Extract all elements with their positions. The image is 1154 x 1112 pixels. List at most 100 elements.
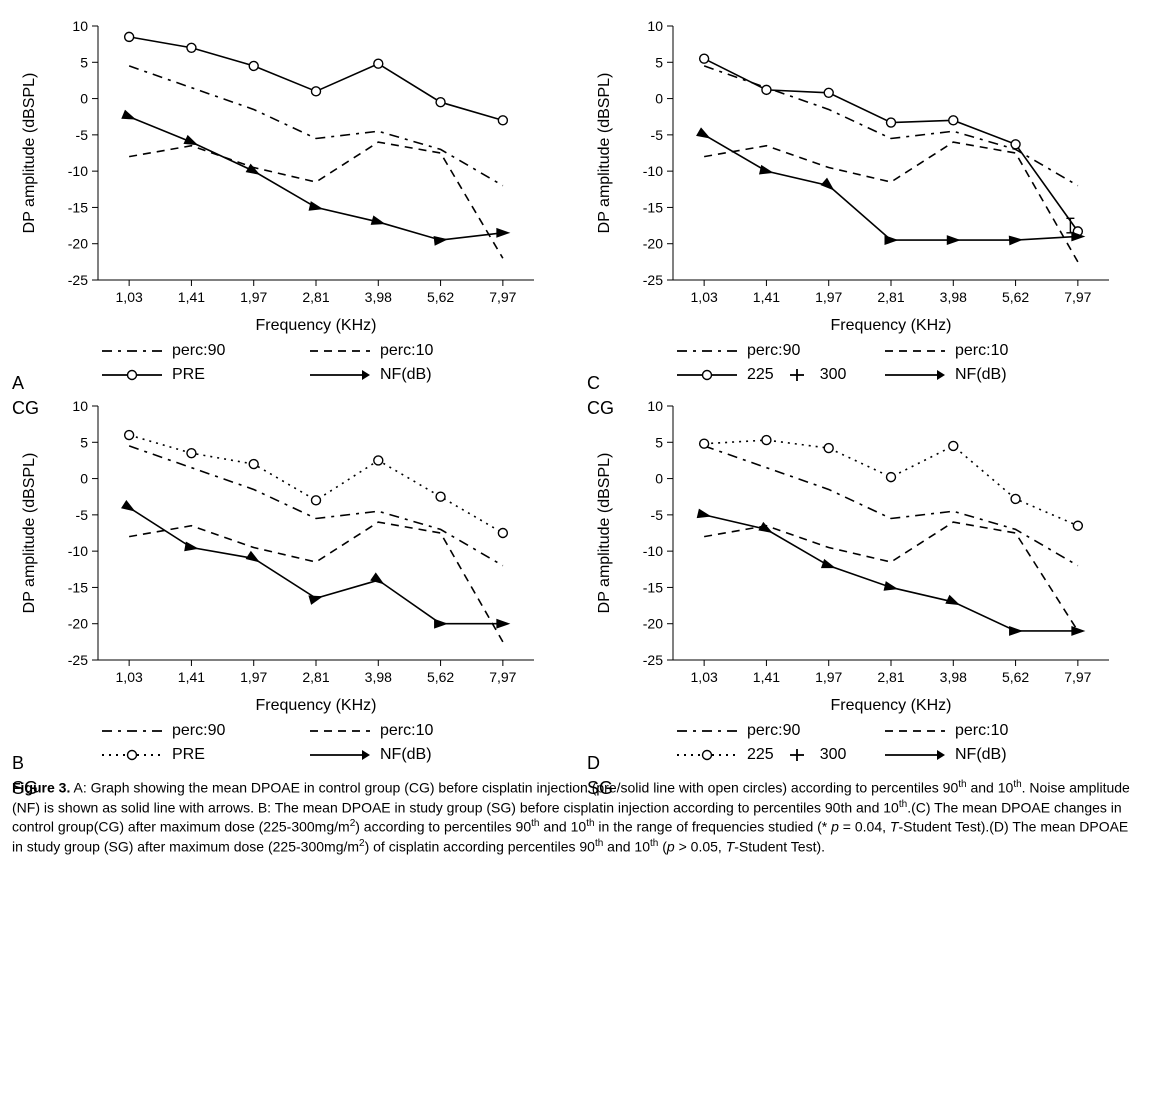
legend-item: PRE — [100, 366, 300, 384]
legend-item: perc:10 — [883, 722, 1083, 740]
legend-item: perc:10 — [308, 342, 508, 360]
svg-text:1,03: 1,03 — [116, 669, 143, 685]
svg-text:Frequency (KHz): Frequency (KHz) — [256, 317, 377, 334]
marker-circle — [374, 456, 383, 465]
legend-item: PRE — [100, 746, 300, 764]
svg-text:0: 0 — [655, 471, 663, 487]
caption-text: A: Graph showing the mean DPOAE in contr… — [70, 780, 958, 796]
legend-item: perc:10 — [883, 342, 1083, 360]
legend-label: 300 — [820, 366, 847, 384]
series-nf — [704, 515, 1078, 631]
marker-circle — [125, 431, 134, 440]
marker-circle — [887, 473, 896, 482]
panel-B: -25-20-15-10-505101,031,411,972,813,985,… — [12, 392, 567, 764]
svg-text:5,62: 5,62 — [1002, 669, 1029, 685]
series-main — [704, 440, 1078, 526]
caption-text: ) of cisplatin according percentiles 90 — [365, 838, 595, 854]
svg-text:-5: -5 — [76, 507, 89, 523]
svg-text:1,03: 1,03 — [691, 289, 718, 305]
legend-item: perc:90 — [675, 722, 875, 740]
svg-text:0: 0 — [655, 91, 663, 107]
chart-C: -25-20-15-10-505101,031,411,972,813,985,… — [587, 12, 1127, 342]
svg-text:1,03: 1,03 — [116, 289, 143, 305]
svg-text:2,81: 2,81 — [877, 669, 904, 685]
marker-circle — [249, 61, 258, 70]
legend-swatch-icon — [308, 746, 372, 764]
marker-arrow-icon — [946, 596, 960, 609]
marker-circle — [498, 116, 507, 125]
svg-text:-10: -10 — [643, 163, 663, 179]
svg-text:-5: -5 — [651, 507, 664, 523]
marker-circle — [498, 529, 507, 538]
svg-text:-15: -15 — [643, 579, 663, 595]
legend-label: 300 — [820, 746, 847, 764]
svg-text:2,81: 2,81 — [302, 289, 329, 305]
legend-item: NF(dB) — [308, 366, 508, 384]
svg-text:DP amplitude (dBSPL): DP amplitude (dBSPL) — [21, 453, 38, 614]
svg-text:1,97: 1,97 — [815, 669, 842, 685]
marker-arrow-icon — [697, 128, 712, 141]
marker-arrow-icon — [1072, 627, 1084, 635]
svg-text:DP amplitude (dBSPL): DP amplitude (dBSPL) — [596, 73, 613, 234]
series-main — [129, 37, 503, 120]
svg-text:3,98: 3,98 — [365, 289, 392, 305]
svg-text:5,62: 5,62 — [427, 289, 454, 305]
legend-swatch-icon — [675, 342, 739, 360]
svg-text:1,97: 1,97 — [240, 289, 267, 305]
legend-label: PRE — [172, 746, 205, 764]
marker-circle — [436, 492, 445, 501]
svg-text:Frequency (KHz): Frequency (KHz) — [256, 697, 377, 714]
marker-arrow-icon — [371, 573, 386, 587]
svg-text:DP amplitude (dBSPL): DP amplitude (dBSPL) — [21, 73, 38, 234]
figure-grid: -25-20-15-10-505101,031,411,972,813,985,… — [12, 12, 1142, 764]
caption-sup: th — [958, 779, 966, 790]
legend-swatch-icon — [675, 746, 739, 764]
panel-letter: B — [12, 751, 38, 775]
marker-circle — [1011, 140, 1020, 149]
marker-circle — [824, 88, 833, 97]
legend-swatch-icon — [883, 746, 947, 764]
svg-text:DP amplitude (dBSPL): DP amplitude (dBSPL) — [596, 453, 613, 614]
panel-A: -25-20-15-10-505101,031,411,972,813,985,… — [12, 12, 567, 384]
series-nf — [129, 117, 503, 240]
legend-swatch-icon — [100, 366, 164, 384]
legend-item: perc:90 — [100, 342, 300, 360]
panel-label: BSG — [12, 751, 38, 800]
svg-text:-10: -10 — [68, 163, 88, 179]
marker-circle — [700, 54, 709, 63]
svg-text:1,41: 1,41 — [178, 669, 205, 685]
svg-text:0: 0 — [80, 91, 88, 107]
svg-text:1,41: 1,41 — [178, 289, 205, 305]
svg-text:5: 5 — [655, 54, 663, 70]
marker-arrow-icon — [884, 582, 898, 593]
svg-text:2,81: 2,81 — [877, 289, 904, 305]
marker-arrow-icon — [246, 552, 261, 566]
marker-circle — [249, 460, 258, 469]
panel-group: SG — [12, 776, 38, 800]
svg-text:10: 10 — [647, 18, 663, 34]
marker-circle — [824, 444, 833, 453]
svg-text:-15: -15 — [68, 579, 88, 595]
svg-text:5: 5 — [80, 434, 88, 450]
legend-item: perc:90 — [100, 722, 300, 740]
series-nf — [129, 508, 503, 624]
marker-circle — [312, 496, 321, 505]
caption-ital: p — [831, 819, 839, 835]
svg-text:7,97: 7,97 — [1064, 289, 1091, 305]
marker-circle — [374, 59, 383, 68]
marker-circle — [949, 441, 958, 450]
legend-item: perc:90 — [675, 342, 875, 360]
chart-B: -25-20-15-10-505101,031,411,972,813,985,… — [12, 392, 552, 722]
marker-arrow-icon — [435, 620, 447, 628]
caption-ital: T — [726, 838, 735, 854]
svg-text:10: 10 — [647, 398, 663, 414]
legend-label: perc:90 — [747, 722, 800, 740]
panel-letter: D — [587, 751, 613, 775]
svg-text:2,81: 2,81 — [302, 669, 329, 685]
caption-text: > 0.05, — [675, 838, 726, 854]
svg-text:1,41: 1,41 — [753, 289, 780, 305]
legend-swatch-icon — [308, 722, 372, 740]
legend-swatch-icon — [782, 746, 812, 764]
marker-arrow-icon — [760, 166, 774, 177]
legend-label: perc:90 — [172, 722, 225, 740]
